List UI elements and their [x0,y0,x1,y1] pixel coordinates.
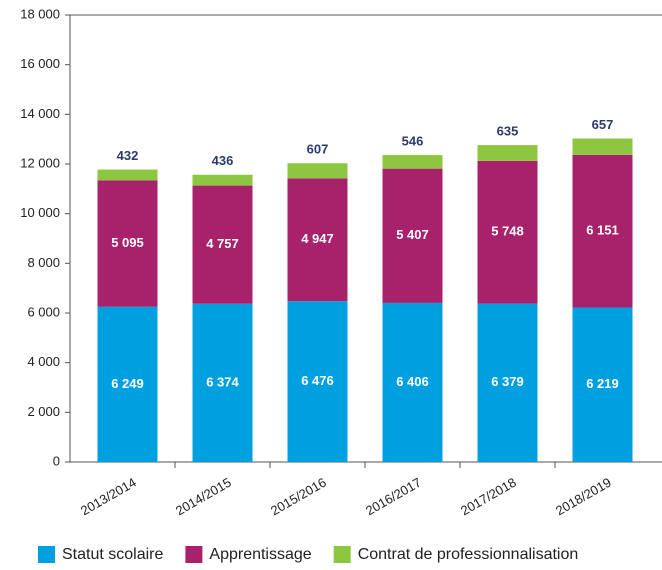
data-label: 5 095 [111,235,144,250]
data-label: 436 [212,153,234,168]
legend-label: Contrat de professionnalisation [358,546,579,563]
data-label: 4 757 [206,236,239,251]
y-tick-label: 8 000 [27,255,60,270]
bar-segment [572,307,633,462]
bar-segment [477,145,538,161]
x-tick-label: 2016/2017 [363,475,424,519]
legend-swatch [185,546,203,563]
bar-segment [572,154,633,308]
x-tick-label: 2018/2019 [553,475,614,519]
bar-segment [97,169,158,181]
y-tick-label: 4 000 [27,354,60,369]
bar-segment [192,185,253,304]
bar-segment [97,306,158,462]
y-tick-label: 0 [53,453,60,468]
x-tick-label: 2014/2015 [173,475,234,519]
data-label: 6 476 [301,373,334,388]
data-label: 5 407 [396,227,429,242]
bar-segment [287,301,348,462]
legend-label: Apprentissage [209,546,311,563]
x-tick-label: 2017/2018 [458,475,519,519]
data-label: 657 [592,117,614,132]
data-label: 5 748 [491,224,524,239]
bar-segment [382,168,443,303]
bar-segment [382,302,443,462]
bar-segment [477,160,538,304]
bar-segment [97,180,158,307]
y-tick-label: 16 000 [20,56,60,71]
bar-segment [382,155,443,169]
y-tick-label: 6 000 [27,304,60,319]
y-tick-label: 10 000 [20,205,60,220]
y-tick-label: 18 000 [20,6,60,21]
bar-segment [287,163,348,179]
x-tick-label: 2013/2014 [78,475,139,519]
data-label: 635 [497,124,519,139]
bar-segment [477,303,538,462]
data-label: 6 151 [586,223,619,238]
bar-segment [572,138,633,155]
bar-segment [287,178,348,302]
legend-label: Statut scolaire [62,546,163,563]
data-label: 6 219 [586,376,619,391]
y-tick-label: 14 000 [20,106,60,121]
legend-swatch [38,546,55,563]
data-label: 432 [117,148,139,163]
y-tick-label: 2 000 [27,404,60,419]
data-label: 4 947 [301,231,334,246]
data-label: 6 374 [206,374,239,389]
data-label: 6 249 [111,376,144,391]
legend-swatch [333,546,351,563]
y-tick-label: 12 000 [20,155,60,170]
x-tick-label: 2015/2016 [268,475,329,519]
bar-segment [192,303,253,462]
data-label: 546 [402,134,424,149]
data-label: 607 [307,142,329,157]
data-label: 6 379 [491,374,524,389]
bar-segment [192,174,253,186]
data-label: 6 406 [396,374,429,389]
